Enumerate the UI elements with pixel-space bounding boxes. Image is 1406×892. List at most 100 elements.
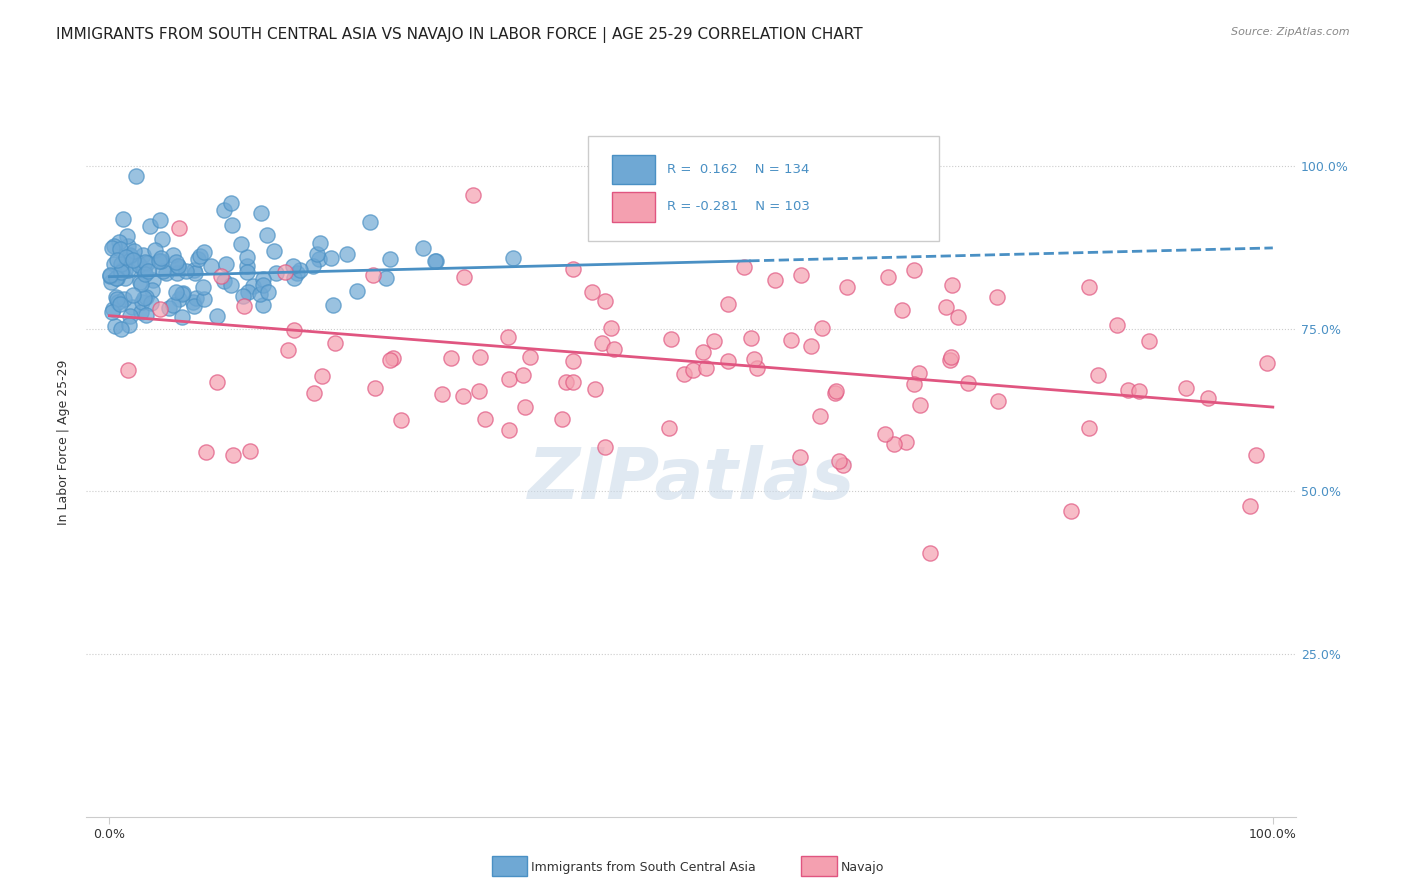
- Point: [717, 354, 740, 368]
- Point: [219, 278, 242, 293]
- Point: [150, 253, 173, 268]
- Point: [894, 434, 917, 449]
- Point: [139, 219, 162, 234]
- Text: Navajo: Navajo: [841, 862, 884, 874]
- Point: [235, 265, 257, 279]
- Point: [134, 267, 156, 281]
- Point: [1107, 318, 1129, 333]
- Point: [1128, 384, 1150, 398]
- Point: [209, 269, 232, 284]
- Point: [110, 297, 132, 311]
- Point: [250, 205, 273, 219]
- Point: [149, 301, 172, 316]
- Point: [142, 273, 165, 287]
- Y-axis label: In Labor Force | Age 25-29: In Labor Force | Age 25-29: [58, 359, 70, 525]
- Point: [122, 287, 145, 301]
- Point: [765, 272, 787, 286]
- Point: [148, 253, 170, 268]
- Point: [212, 274, 235, 288]
- Point: [432, 387, 454, 401]
- Point: [591, 336, 613, 351]
- Point: [117, 250, 139, 264]
- Point: [1137, 334, 1160, 349]
- Point: [322, 298, 344, 312]
- Point: [114, 271, 136, 285]
- Point: [110, 262, 132, 277]
- Point: [150, 232, 173, 246]
- Point: [987, 394, 1010, 409]
- Point: [609, 209, 631, 223]
- Point: [672, 367, 695, 381]
- Point: [285, 266, 308, 280]
- Point: [135, 256, 157, 270]
- Point: [453, 269, 475, 284]
- Point: [283, 322, 305, 336]
- Point: [498, 372, 520, 386]
- Point: [162, 298, 184, 312]
- Point: [112, 212, 135, 227]
- Point: [939, 350, 962, 364]
- Point: [110, 265, 132, 279]
- Point: [195, 444, 218, 458]
- Point: [122, 244, 145, 259]
- Point: [811, 321, 834, 335]
- Point: [104, 271, 127, 285]
- Point: [114, 250, 136, 264]
- Point: [167, 259, 190, 273]
- Point: [232, 299, 254, 313]
- Point: [474, 411, 496, 425]
- Point: [695, 360, 717, 375]
- Point: [877, 269, 900, 284]
- Point: [467, 384, 489, 398]
- Point: [375, 271, 398, 285]
- Point: [256, 227, 278, 242]
- Point: [108, 235, 131, 250]
- Point: [561, 353, 583, 368]
- Point: [229, 236, 252, 251]
- Point: [276, 343, 298, 357]
- Point: [131, 294, 153, 309]
- Point: [120, 310, 142, 324]
- Point: [252, 272, 274, 286]
- Point: [825, 384, 848, 399]
- Point: [249, 287, 271, 301]
- Point: [101, 241, 124, 255]
- Point: [98, 269, 121, 284]
- Point: [440, 351, 463, 365]
- Point: [191, 280, 214, 294]
- Point: [205, 309, 228, 323]
- Point: [129, 275, 152, 289]
- Text: IMMIGRANTS FROM SOUTH CENTRAL ASIA VS NAVAJO IN LABOR FORCE | AGE 25-29 CORRELAT: IMMIGRANTS FROM SOUTH CENTRAL ASIA VS NA…: [56, 27, 863, 43]
- Point: [562, 375, 585, 389]
- Point: [117, 263, 139, 277]
- Point: [1197, 391, 1219, 405]
- Point: [1256, 356, 1278, 370]
- Point: [1174, 381, 1197, 395]
- Point: [128, 258, 150, 272]
- Point: [114, 262, 136, 277]
- Point: [170, 310, 193, 324]
- Point: [595, 294, 617, 309]
- Point: [152, 263, 174, 277]
- Point: [104, 290, 127, 304]
- Point: [412, 241, 434, 255]
- Point: [301, 259, 323, 273]
- Point: [281, 260, 304, 274]
- Point: [1239, 499, 1261, 513]
- Point: [103, 257, 125, 271]
- Point: [935, 300, 957, 314]
- Point: [172, 285, 194, 300]
- Bar: [613, 192, 655, 222]
- Point: [105, 271, 128, 285]
- Point: [219, 195, 242, 210]
- Point: [143, 244, 166, 258]
- Point: [98, 268, 121, 283]
- Point: [378, 252, 401, 267]
- Point: [470, 350, 492, 364]
- Point: [101, 301, 124, 316]
- Point: [166, 259, 188, 273]
- Point: [515, 401, 537, 415]
- Point: [167, 221, 190, 235]
- Point: [174, 264, 197, 278]
- Point: [1244, 448, 1267, 462]
